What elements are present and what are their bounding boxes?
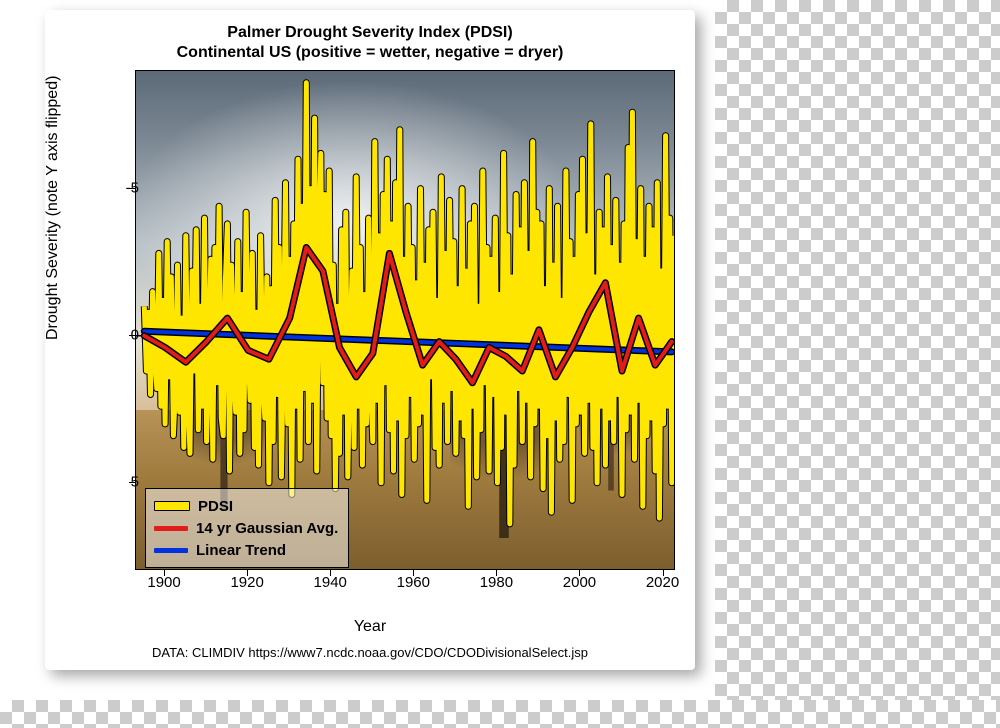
x-tick-mark xyxy=(413,570,414,576)
legend-swatch xyxy=(154,501,190,511)
x-tick-mark xyxy=(663,570,664,576)
legend-item-trend: Linear Trend xyxy=(154,539,338,561)
x-tick-mark xyxy=(247,570,248,576)
chart-title-line1: Palmer Drought Severity Index (PDSI) xyxy=(45,24,695,42)
legend-label: Linear Trend xyxy=(196,542,286,559)
y-tick-mark xyxy=(129,335,135,336)
y-tick-mark xyxy=(129,188,135,189)
y-tick-mark xyxy=(129,482,135,483)
x-tick-label: 1980 xyxy=(480,574,513,591)
transparency-checker-bottom xyxy=(0,700,1000,728)
x-tick-label: 1920 xyxy=(230,574,263,591)
x-tick-label: 2020 xyxy=(646,574,679,591)
legend: PDSI 14 yr Gaussian Avg. Linear Trend xyxy=(145,488,349,568)
legend-item-gaussian: 14 yr Gaussian Avg. xyxy=(154,517,338,539)
x-axis-label: Year xyxy=(45,618,695,636)
transparency-checker-right xyxy=(715,0,1000,728)
x-tick-label: 2000 xyxy=(563,574,596,591)
chart-card: Palmer Drought Severity Index (PDSI) Con… xyxy=(45,10,695,670)
x-tick-mark xyxy=(496,570,497,576)
x-tick-mark xyxy=(330,570,331,576)
x-tick-mark xyxy=(164,570,165,576)
legend-label: PDSI xyxy=(198,498,233,515)
chart-title-line2: Continental US (positive = wetter, negat… xyxy=(45,44,695,62)
x-tick-label: 1940 xyxy=(314,574,347,591)
legend-swatch xyxy=(154,548,188,553)
x-tick-label: 1960 xyxy=(397,574,430,591)
legend-item-pdsi: PDSI xyxy=(154,495,338,517)
y-axis-label: Drought Severity (note Y axis flipped) xyxy=(44,76,62,340)
data-caption: DATA: CLIMDIV https://www7.ncdc.noaa.gov… xyxy=(45,645,695,660)
legend-label: 14 yr Gaussian Avg. xyxy=(196,520,338,537)
legend-swatch xyxy=(154,526,188,531)
x-tick-label: 1900 xyxy=(147,574,180,591)
x-tick-mark xyxy=(579,570,580,576)
